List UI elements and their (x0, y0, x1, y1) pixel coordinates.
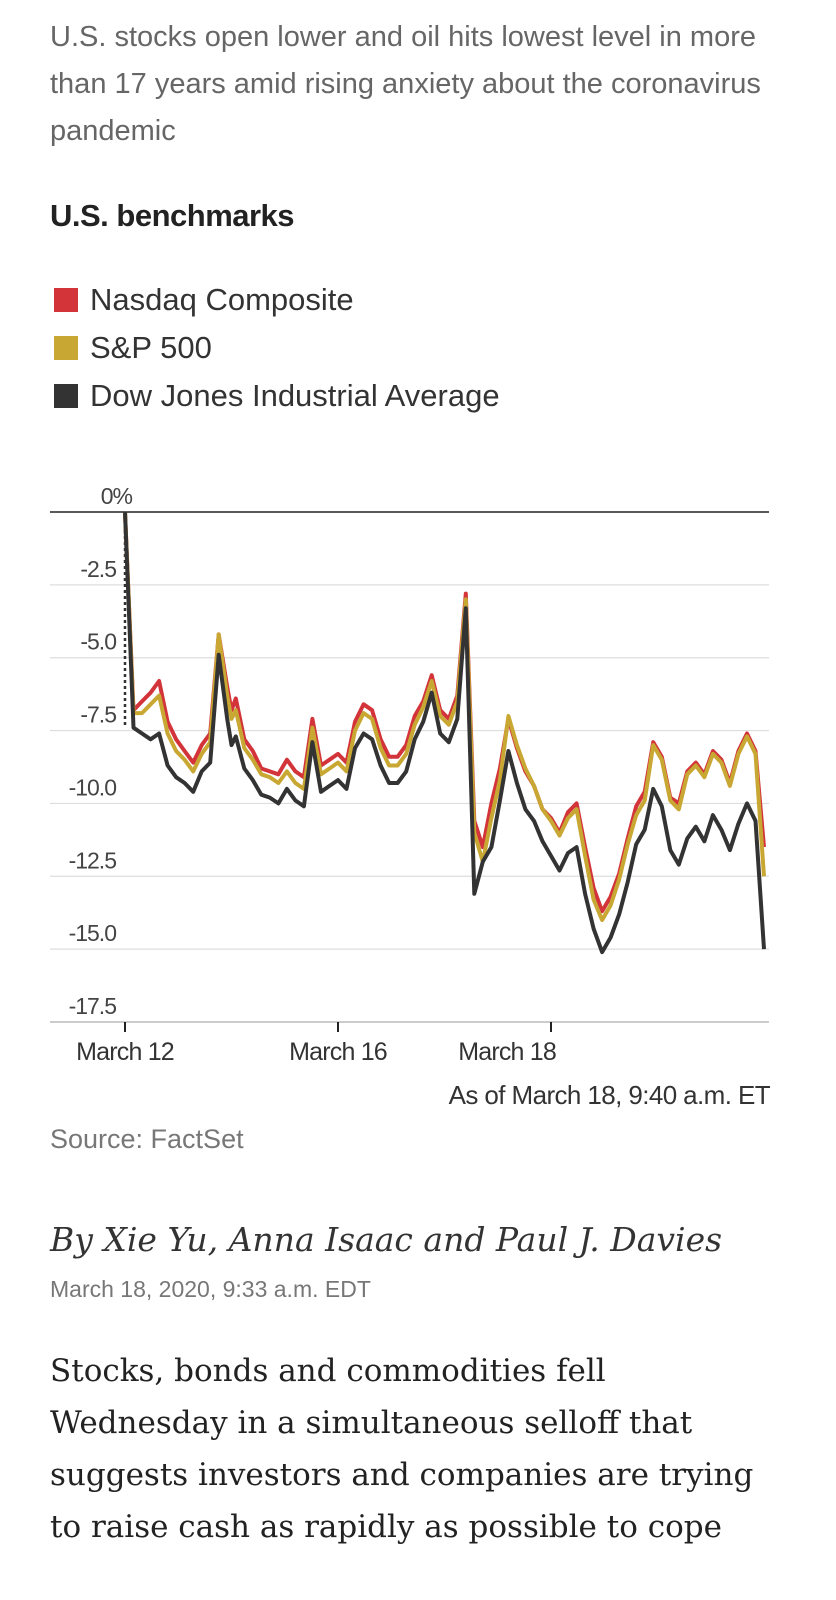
y-tick-label: -7.5 (80, 702, 116, 728)
article-body: Stocks, bonds and commodities fell Wedne… (50, 1353, 754, 1545)
y-tick-label: -12.5 (69, 847, 117, 873)
y-tick-label: -15.0 (69, 920, 117, 946)
y-tick-label: 0% (101, 483, 133, 509)
y-tick-label: -2.5 (80, 556, 116, 582)
legend-swatch-sp500 (54, 336, 78, 360)
x-tick-label: March 18 (458, 1038, 556, 1066)
article-summary: U.S. stocks open lower and oil hits lowe… (50, 21, 761, 147)
chart-source: Source: FactSet (50, 1124, 244, 1154)
y-axis-labels: 0% -2.5 -5.0 -7.5 -10.0 -12.5 -15.0 -17.5 (69, 483, 134, 1019)
legend-item-dow: Dow Jones Industrial Average (54, 372, 500, 420)
y-tick-label: -17.5 (69, 993, 117, 1019)
legend-label-nasdaq: Nasdaq Composite (90, 282, 354, 317)
x-tick-label: March 16 (289, 1038, 387, 1066)
legend-swatch-dow (54, 384, 78, 408)
x-axis: March 12 March 16 March 18 (50, 1021, 769, 1066)
x-tick-label: March 12 (76, 1038, 174, 1066)
y-tick-label: -10.0 (69, 774, 117, 800)
series-line-nasdaq (123, 511, 766, 914)
legend-item-nasdaq: Nasdaq Composite (54, 276, 500, 324)
legend-label-dow: Dow Jones Industrial Average (90, 378, 500, 413)
chart-legend: Nasdaq Composite S&P 500 Dow Jones Indus… (54, 276, 500, 420)
chart-series (123, 511, 766, 955)
chart-asof-note: As of March 18, 9:40 a.m. ET (448, 1080, 771, 1110)
legend-label-sp500: S&P 500 (90, 330, 212, 365)
legend-swatch-nasdaq (54, 288, 78, 312)
chart-title: U.S. benchmarks (50, 198, 295, 233)
y-tick-label: -5.0 (80, 629, 116, 655)
article-byline: By Xie Yu, Anna Isaac and Paul J. Davies (50, 1220, 723, 1259)
series-line-sp500 (123, 511, 766, 922)
legend-item-sp500: S&P 500 (54, 324, 500, 372)
series-line-dow (123, 511, 766, 955)
benchmarks-line-chart: 0% -2.5 -5.0 -7.5 -10.0 -12.5 -15.0 -17.5 March… (50, 483, 769, 1066)
article-timestamp: March 18, 2020, 9:33 a.m. EDT (50, 1276, 371, 1302)
